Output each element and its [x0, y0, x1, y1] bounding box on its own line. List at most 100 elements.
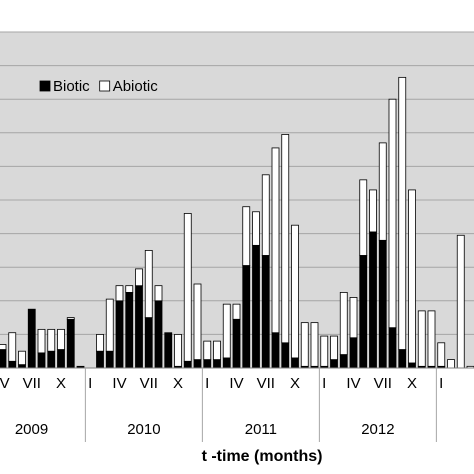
x-tick-label: IV	[229, 375, 243, 392]
bar-segment	[222, 357, 231, 369]
bar-segment	[261, 255, 270, 369]
bar-segment	[47, 328, 56, 352]
bar-segment	[66, 318, 75, 369]
x-axis-title: t -time (months)	[202, 448, 323, 465]
bar-segment	[174, 333, 182, 367]
bar-segment	[447, 359, 455, 369]
bar-segment	[330, 335, 338, 360]
x-tick-label: IV	[346, 375, 360, 392]
bar-segment	[37, 328, 46, 354]
x-tick-label: I	[88, 375, 92, 392]
x-tick-label: I	[322, 375, 326, 392]
bar-segment	[349, 297, 358, 339]
legend-label: Biotic	[53, 78, 90, 95]
bar-segment	[125, 291, 134, 369]
bar-segment	[96, 333, 104, 352]
bar-segment	[135, 268, 143, 287]
bar-segment	[232, 318, 241, 369]
bar-segment	[18, 350, 26, 366]
x-tick-label: VII	[140, 375, 158, 392]
bar-segment	[213, 340, 221, 360]
bar-segment	[8, 332, 17, 362]
bar-segment	[456, 234, 465, 369]
year-label: 2011	[245, 421, 277, 438]
bar-segment	[144, 317, 153, 369]
bar-segment	[291, 357, 299, 369]
bar-segment	[320, 335, 329, 367]
bar-segment	[183, 213, 192, 362]
bar-segment	[203, 359, 212, 369]
bar-segment	[115, 300, 124, 369]
bar-segment	[261, 174, 270, 256]
bar-segment	[291, 224, 299, 359]
bar-segment	[330, 359, 338, 369]
bar-segment	[8, 360, 17, 369]
bar-segment	[154, 300, 163, 369]
bar-segment	[47, 350, 56, 369]
bar-segment	[369, 231, 377, 369]
year-label: 2010	[127, 421, 160, 438]
x-tick-label: I	[205, 375, 209, 392]
bar-segment	[193, 359, 202, 369]
x-tick-label: IV	[112, 375, 126, 392]
x-tick-label: IV	[0, 375, 10, 392]
bar-segment	[222, 303, 231, 359]
year-label: 2012	[361, 421, 394, 438]
bar-segment	[66, 317, 75, 320]
x-tick-label: X	[407, 375, 417, 392]
bar-segment	[125, 285, 134, 293]
year-label: 2009	[15, 421, 48, 438]
x-tick-label: X	[290, 375, 300, 392]
bar-segment	[144, 249, 153, 318]
bar-segment	[0, 349, 7, 369]
bar-segment	[398, 76, 407, 350]
bar-segment	[437, 342, 446, 367]
x-tick-label: VII	[374, 375, 392, 392]
bar-segment	[193, 283, 202, 360]
x-tick-label: VII	[23, 375, 41, 392]
x-tick-label: VII	[257, 375, 275, 392]
bar-segment	[339, 354, 348, 369]
bar-segment	[378, 239, 387, 369]
bar-segment	[252, 211, 260, 246]
bar-segment	[427, 310, 436, 367]
bar-segment	[359, 255, 368, 369]
bar-segment	[388, 98, 397, 329]
bar-segment	[115, 285, 124, 302]
x-tick-label: I	[439, 375, 443, 392]
bar-segment	[349, 337, 358, 369]
bar-segment	[18, 364, 26, 369]
bar-segment	[369, 189, 377, 233]
bar-segment	[105, 298, 114, 352]
bar-segment	[281, 134, 290, 344]
bar-segment	[96, 350, 104, 369]
bar-segment	[105, 350, 114, 369]
bar-segment	[203, 340, 212, 360]
bar-segment	[417, 310, 426, 367]
x-tick-label: X	[56, 375, 66, 392]
x-tick-label: X	[173, 375, 183, 392]
bar-segment	[300, 322, 309, 367]
bar-segment	[359, 179, 368, 256]
bar-segment	[310, 322, 319, 367]
bar-segment	[183, 360, 192, 369]
legend-label: Abiotic	[113, 78, 159, 95]
bar-segment	[154, 285, 163, 302]
bar-segment	[281, 342, 290, 369]
bar-segment	[213, 359, 221, 369]
bar-segment	[378, 142, 387, 241]
bar-segment	[0, 344, 7, 350]
bar-segment	[408, 189, 416, 364]
bar-segment	[27, 308, 36, 369]
bar-segment	[271, 147, 280, 334]
bar-segment	[271, 332, 280, 369]
bar-segment	[339, 291, 348, 355]
legend-swatch	[99, 80, 111, 92]
bar-segment	[398, 349, 407, 369]
bar-segment	[408, 362, 416, 369]
bar-segment	[37, 352, 46, 369]
bar-segment	[164, 332, 173, 369]
bar-segment	[252, 244, 260, 369]
bar-segment	[242, 206, 251, 266]
